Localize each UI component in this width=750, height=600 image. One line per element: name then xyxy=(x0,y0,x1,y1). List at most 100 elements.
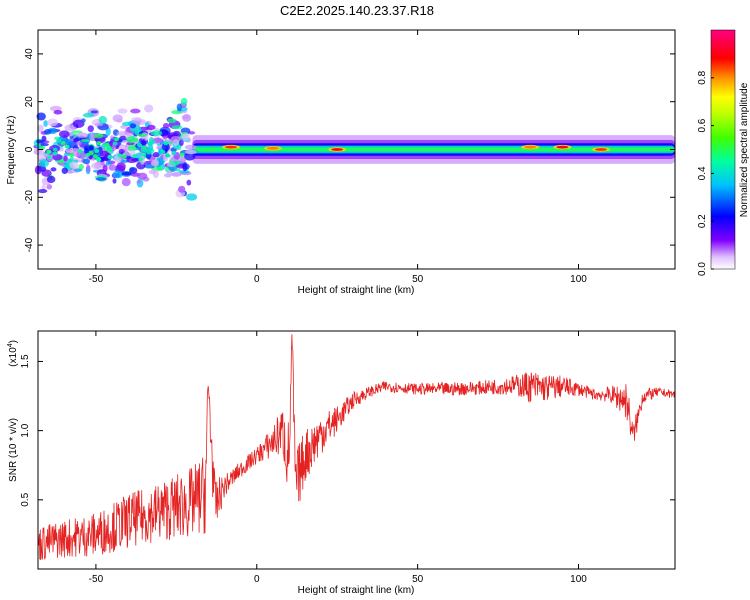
spectrogram-blob xyxy=(61,167,68,175)
spectrogram-blob xyxy=(152,151,160,158)
y-tick-label: 1.5 xyxy=(20,354,31,368)
spectrogram-blob xyxy=(178,185,186,193)
spectrogram-blob xyxy=(92,154,98,159)
spectrogram-blob xyxy=(183,152,196,161)
spectrogram-blob xyxy=(96,157,102,162)
spectrogram-blob xyxy=(126,156,138,164)
spectrogram-blob xyxy=(88,145,94,151)
spectrogram-blob xyxy=(171,125,183,130)
spectrogram-blob xyxy=(38,159,50,168)
x-tick-label: 100 xyxy=(570,574,587,585)
x-tick-label: -50 xyxy=(89,574,104,585)
spectrogram-blob xyxy=(69,161,79,169)
spectrogram-blob xyxy=(96,141,102,146)
spectrogram-blob xyxy=(43,129,52,135)
spectrogram-blob xyxy=(87,125,94,133)
spectrogram-blob xyxy=(117,108,128,114)
spectrogram-blob xyxy=(147,141,153,146)
colorbar-label: Normalized spectral amplitude xyxy=(739,82,750,217)
spectrogram-blob xyxy=(33,149,45,155)
spectrogram-blob xyxy=(136,143,142,148)
spectrogram-blob xyxy=(40,143,49,147)
spectrogram-blob xyxy=(37,124,44,133)
y-tick-label: 0.5 xyxy=(20,492,31,506)
spectrogram-blob xyxy=(161,142,170,152)
spectrogram-blob xyxy=(36,139,44,144)
spectrogram-blob xyxy=(176,103,182,112)
spectrogram-blob xyxy=(146,124,156,131)
spectrogram-blob xyxy=(95,177,107,181)
spectrogram-blob xyxy=(137,172,148,180)
spectrogram-blob xyxy=(37,188,48,194)
spectrogram-blob xyxy=(76,150,86,159)
spectrogram-blob xyxy=(138,157,144,162)
spectrogram-blob xyxy=(136,180,142,184)
spectrogram-peak xyxy=(524,145,537,149)
y-tick-label: 20 xyxy=(24,96,35,108)
spectrogram-blob xyxy=(182,113,192,122)
spectrogram-blob xyxy=(129,167,138,174)
spectrogram-blob xyxy=(112,178,117,184)
x-tick-label: 0 xyxy=(254,274,260,285)
spectrogram-blob xyxy=(171,172,182,177)
snr-panel: -50 0 50 100 0.5 1.0 1.5 Height of straight l… xyxy=(7,330,676,596)
snr-frame xyxy=(37,330,676,570)
spectrogram-blob xyxy=(76,141,82,146)
y-tick-label: 40 xyxy=(24,48,35,60)
spectrogram-blob xyxy=(39,145,45,150)
spectrogram-blob xyxy=(185,149,198,155)
spectrogram-peak xyxy=(331,148,344,151)
x-tick-label: 100 xyxy=(570,274,587,285)
spectrogram-blob xyxy=(46,175,56,184)
spectrogram-blob xyxy=(89,133,95,142)
colorbar-tick-label: 0.6 xyxy=(697,118,708,132)
spectrogram-blob xyxy=(65,149,74,153)
spectrogram-blob xyxy=(138,133,148,137)
spectrogram-blob xyxy=(116,131,128,136)
colorbar-gradient xyxy=(710,29,736,270)
spectrogram-blob xyxy=(94,148,100,153)
spectrogram-blob xyxy=(77,149,83,154)
spectrogram-blob xyxy=(116,162,126,171)
spectrogram-blob xyxy=(78,163,84,170)
spectrogram-blob xyxy=(179,152,185,157)
spectrogram-blob xyxy=(104,142,110,147)
spectrogram-blob xyxy=(53,109,63,115)
spectrogram-blob xyxy=(50,167,57,172)
spectrogram-blob xyxy=(52,147,58,152)
spectrogram-blob xyxy=(81,138,90,143)
spectrogram-blob xyxy=(63,152,70,157)
spectrogram-blob xyxy=(112,141,118,146)
snr-y-scale-exponent: 4 xyxy=(7,343,14,347)
colorbar-tick-label: 0.0 xyxy=(697,262,708,276)
snr-y-scale-label: (x104) xyxy=(7,340,19,367)
spectrogram-blob xyxy=(178,169,190,174)
spectrogram-blob xyxy=(82,112,95,118)
snr-y-axis-label: SNR (10 * v/v) xyxy=(8,418,19,482)
spectrogram-y-ticks: -40 -20 0 20 40 xyxy=(24,48,675,252)
spectrogram-panel: -50 0 50 100 -40 -20 0 20 40 Height of straight… xyxy=(6,29,676,296)
spectrogram-blob xyxy=(81,118,86,123)
spectrogram-blob xyxy=(47,118,59,127)
spectrogram-x-axis-label: Height of straight line (km) xyxy=(298,285,415,296)
snr-y-ticks: 0.5 1.0 1.5 xyxy=(20,354,675,507)
y-tick-label: -40 xyxy=(24,237,35,252)
spectrogram-heat-layer xyxy=(33,97,675,201)
spectrogram-blob xyxy=(63,155,68,162)
spectrogram-blob xyxy=(147,143,154,152)
spectrogram-blob xyxy=(186,193,198,201)
spectrogram-blob xyxy=(144,104,154,113)
spectrogram-blob xyxy=(66,159,72,164)
snr-y-scale-prefix: (x10 xyxy=(8,347,19,367)
spectrogram-blob xyxy=(88,151,94,156)
spectrogram-blob xyxy=(58,130,70,138)
spectrogram-blob xyxy=(130,117,143,121)
spectrogram-blob xyxy=(60,141,66,146)
snr-plot-area xyxy=(38,331,675,569)
spectrogram-blob xyxy=(49,105,62,112)
spectrogram-blob xyxy=(76,132,89,138)
spectrogram-blob xyxy=(43,120,48,127)
spectrogram-blob xyxy=(83,147,89,155)
spectrogram-blob xyxy=(121,171,132,176)
